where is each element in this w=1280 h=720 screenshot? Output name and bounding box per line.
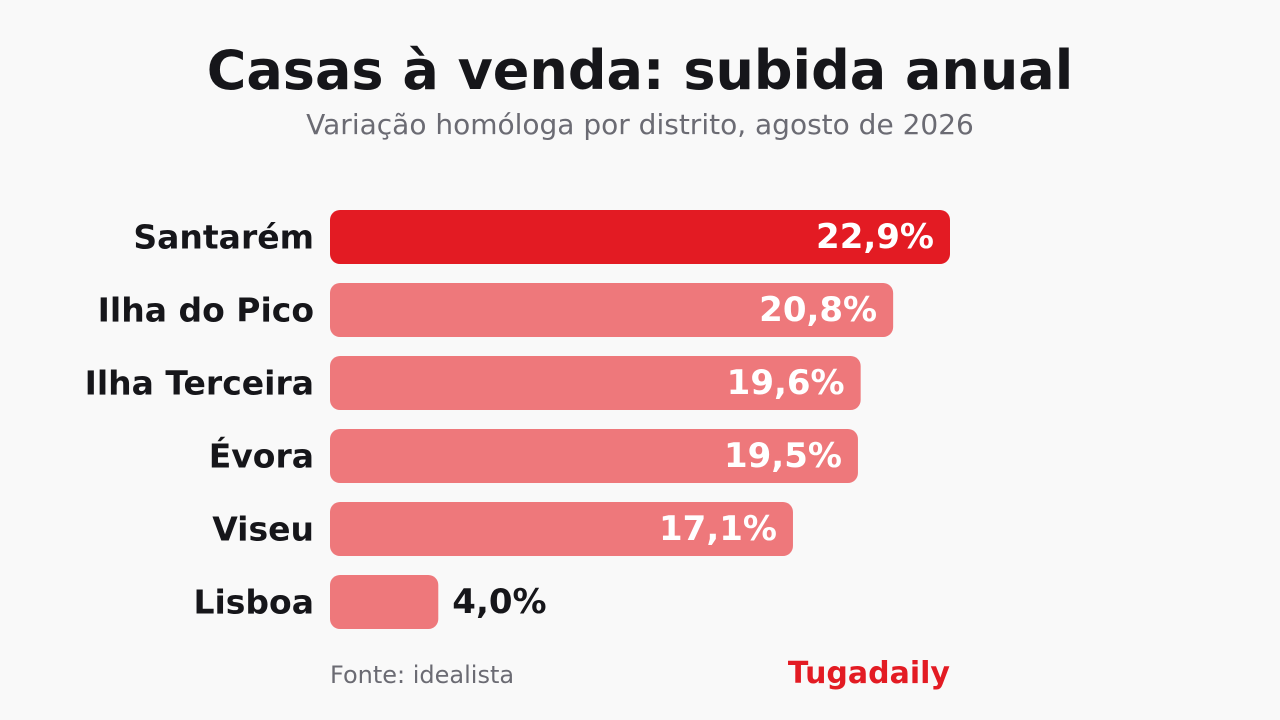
category-label: Évora [209, 436, 314, 476]
chart-title: Casas à venda: subida anual [206, 39, 1074, 102]
category-label: Lisboa [193, 583, 314, 622]
chart-subtitle: Variação homóloga por distrito, agosto d… [306, 108, 974, 141]
category-label: Ilha Terceira [85, 364, 314, 403]
source-note: Fonte: idealista [330, 661, 515, 689]
bar [330, 502, 793, 556]
bar [330, 283, 894, 337]
value-label: 4,0% [452, 582, 546, 622]
bar [330, 210, 950, 264]
value-label: 19,6% [727, 363, 845, 403]
category-label: Viseu [212, 510, 314, 549]
category-label: Ilha do Pico [98, 291, 314, 330]
value-label: 19,5% [724, 436, 842, 476]
category-label: Santarém [133, 218, 314, 257]
bar [330, 429, 858, 483]
bar [330, 575, 439, 629]
value-label: 17,1% [659, 509, 777, 549]
value-label: 20,8% [759, 290, 877, 330]
bar [330, 356, 861, 410]
value-label: 22,9% [816, 217, 934, 257]
brand-logo: Tugadaily [787, 656, 950, 691]
